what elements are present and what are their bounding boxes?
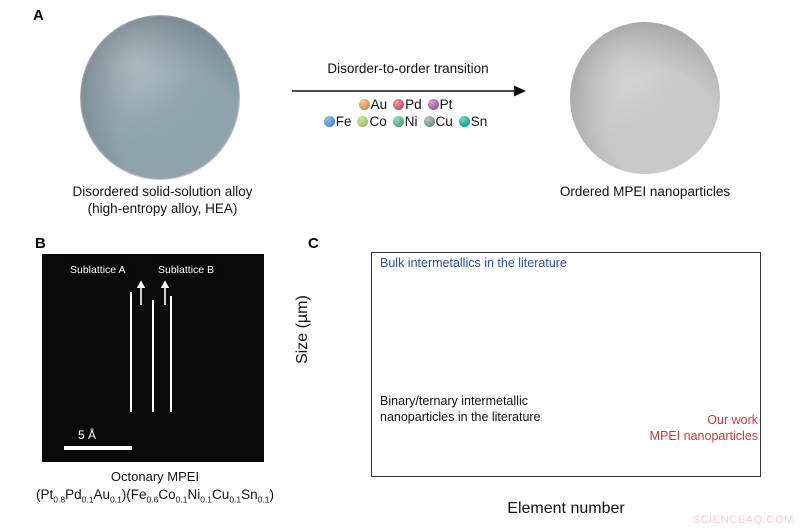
panel-b-caption-title: Octonary MPEI <box>110 469 200 484</box>
panel-a: A Disordered solid-solution alloy (high-… <box>0 0 800 232</box>
annotation-binary-nanoparticles: Binary/ternary intermetallic nanoparticl… <box>380 393 541 426</box>
sn-color-dot <box>458 116 470 127</box>
disordered-caption-line1: Disordered solid-solution alloy <box>72 184 253 199</box>
au-label: Au <box>370 96 388 112</box>
y-axis-title: Size (µm) <box>294 295 311 364</box>
scale-bar-label: 5 Å <box>78 428 97 442</box>
panel-b-caption: Octonary MPEI (Pt0.8Pd0.1Au0.1)(Fe0.6Co0… <box>0 468 310 506</box>
legend-item-ni: Ni <box>392 113 423 129</box>
panel-b-caption-formula: (Pt0.8Pd0.1Au0.1)(Fe0.6Co0.1Ni0.1Cu0.1Sn… <box>36 486 274 505</box>
disordered-caption-line2: (high-entropy alloy, HEA) <box>87 201 238 217</box>
lattice-guide-line-3 <box>170 296 172 412</box>
pt-label: Pt <box>439 96 453 112</box>
panel-b: B Sublattice A Sublattice B 5 Å Octonary… <box>0 232 310 530</box>
lattice-guide-line-2 <box>152 300 154 412</box>
annotation-our-work: Our work MPEI nanoparticles <box>618 412 758 445</box>
cu-label: Cu <box>435 113 453 129</box>
disordered-nanoparticle-caption: Disordered solid-solution alloy (high-en… <box>0 183 325 218</box>
ni-color-dot <box>392 116 404 127</box>
fe-color-dot <box>323 116 335 127</box>
sublattice-a-label: Sublattice A <box>70 264 126 276</box>
annotation-bulk: Bulk intermetallics in the literature <box>380 256 567 270</box>
sublattice-b-arrow-icon <box>160 280 170 305</box>
legend-item-pd: Pd <box>393 98 427 112</box>
transition-label: Disorder-to-order transition <box>327 61 489 76</box>
legend-item-pt: Pt <box>427 96 458 112</box>
cu-color-dot <box>423 116 435 127</box>
panel-a-letter: A <box>33 7 44 24</box>
chart-plot-frame: Bulk intermetallics in the literature Bi… <box>371 252 761 477</box>
x-axis-title: Element number <box>507 500 625 517</box>
pt-color-dot <box>427 99 439 110</box>
legend-item-co: Co <box>357 115 391 129</box>
annotation-binary-line2: nanoparticles in the literature <box>380 410 541 425</box>
panel-b-letter: B <box>35 235 46 252</box>
sn-label: Sn <box>470 113 488 129</box>
co-label: Co <box>369 113 387 129</box>
element-color-legend: Au Pd Pt Fe Co Ni <box>290 96 526 130</box>
co-color-dot <box>357 116 369 127</box>
legend-row-1: Au Pd Pt <box>290 96 526 113</box>
disordered-nanoparticle-render <box>80 15 240 180</box>
stem-micrograph: Sublattice A Sublattice B 5 Å <box>42 254 264 462</box>
lattice-guide-line-1 <box>130 292 132 412</box>
legend-item-au: Au <box>358 96 393 112</box>
pd-label: Pd <box>405 96 422 112</box>
legend-item-sn: Sn <box>458 113 493 129</box>
annotation-our-work-line2: MPEI nanoparticles <box>649 429 758 444</box>
fe-label: Fe <box>335 113 352 129</box>
legend-item-fe: Fe <box>323 113 357 129</box>
ni-label: Ni <box>404 113 418 129</box>
sublattice-b-label: Sublattice B <box>158 264 215 276</box>
annotation-binary-line1: Binary/ternary intermetallic <box>380 394 528 408</box>
transition-arrow-icon <box>292 85 526 97</box>
legend-row-2: Fe Co Ni Cu Sn <box>290 113 526 130</box>
pd-color-dot <box>393 99 405 110</box>
annotation-our-work-line1: Our work <box>707 413 758 427</box>
ordered-nanoparticle-render <box>570 22 720 174</box>
watermark: SCIENCEAQ.COM <box>692 514 794 526</box>
scale-bar <box>64 446 132 450</box>
sublattice-a-arrow-icon <box>136 280 146 305</box>
au-color-dot <box>358 99 370 110</box>
panel-c-letter: C <box>308 235 319 252</box>
panel-c: C Size (µm) Element number Bulk intermet… <box>294 232 800 530</box>
legend-item-cu: Cu <box>423 113 458 129</box>
ordered-nanoparticle-caption: Ordered MPEI nanoparticles <box>559 184 731 199</box>
